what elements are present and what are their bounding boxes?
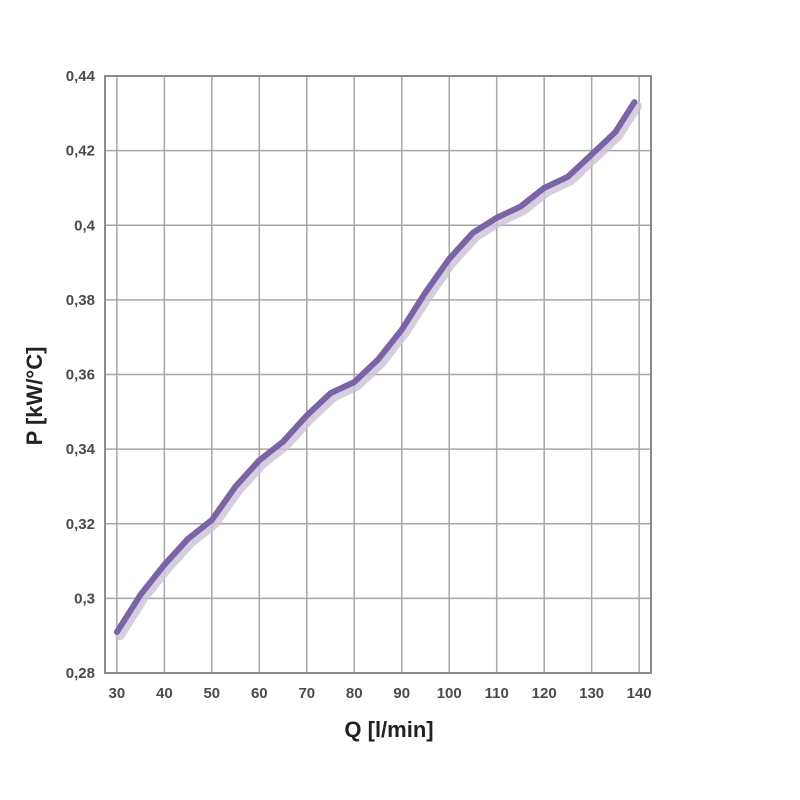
y-tick-label: 0,3 <box>74 590 95 607</box>
x-tick-label: 90 <box>393 685 410 702</box>
x-tick-label: 140 <box>627 685 652 702</box>
x-tick-label: 40 <box>156 685 173 702</box>
y-tick-label: 0,4 <box>74 217 96 234</box>
y-tick-label: 0,32 <box>66 516 95 533</box>
x-tick-label: 110 <box>485 685 509 702</box>
x-axis-ticks: 30 40 50 60 70 80 90 100 110 120 130 140 <box>109 685 652 702</box>
x-tick-label: 70 <box>298 685 315 702</box>
y-tick-label: 0,42 <box>66 143 95 160</box>
y-tick-label: 0,36 <box>66 367 95 384</box>
series-shadow <box>115 101 642 641</box>
y-axis-ticks: 0,28 0,3 0,32 0,34 0,36 0,38 0,4 0,42 0,44 <box>66 68 96 682</box>
x-tick-label: 130 <box>579 685 604 702</box>
grid <box>105 75 651 674</box>
y-axis-title: P [kW/°C] <box>22 347 47 446</box>
x-tick-label: 120 <box>532 685 557 702</box>
x-axis-title: Q [l/min] <box>344 717 433 742</box>
x-tick-label: 60 <box>251 685 268 702</box>
x-tick-label: 30 <box>109 685 126 702</box>
x-tick-label: 50 <box>203 685 220 702</box>
series-layer <box>113 99 638 635</box>
plot-frame <box>104 75 652 674</box>
x-tick-label: 100 <box>437 685 462 702</box>
y-tick-label: 0,34 <box>66 441 96 458</box>
y-tick-label: 0,38 <box>66 292 95 309</box>
y-tick-label: 0,44 <box>66 68 96 85</box>
x-tick-label: 80 <box>346 685 363 702</box>
series-line-shadow <box>115 101 642 641</box>
y-tick-label: 0,28 <box>66 665 95 682</box>
